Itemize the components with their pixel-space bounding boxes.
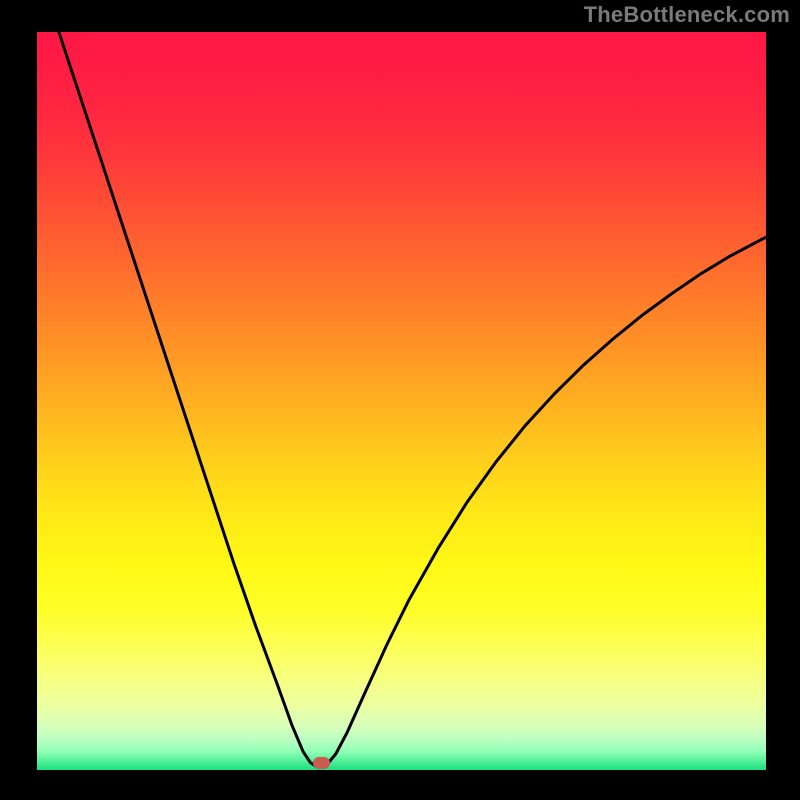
bottleneck-curve: [37, 32, 766, 770]
watermark-text: TheBottleneck.com: [584, 2, 790, 28]
optimal-marker: [313, 757, 330, 769]
chart-frame: TheBottleneck.com: [0, 0, 800, 800]
curve-path: [59, 32, 766, 766]
plot-area: [37, 32, 766, 770]
plot-background: [37, 32, 766, 770]
